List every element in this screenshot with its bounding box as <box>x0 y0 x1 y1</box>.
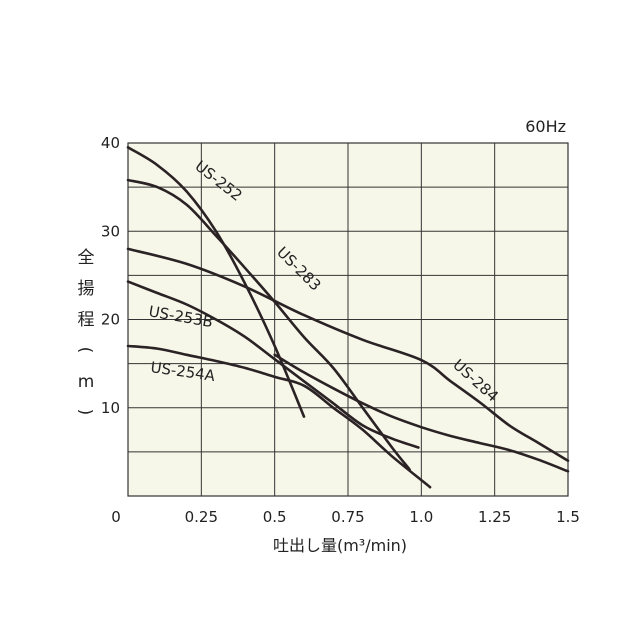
x-tick-label: 1.25 <box>478 508 511 526</box>
curve-us-252 <box>126 146 306 418</box>
y-axis-label-char: ) <box>75 409 95 416</box>
y-axis-label-char: 揚 <box>78 279 95 299</box>
x-tick-labels: 0 0.25 0.5 0.75 1.0 1.25 1.5 <box>111 508 580 526</box>
y-axis-label-char: 程 <box>78 310 95 330</box>
curve-unlabeled-5 <box>273 353 570 473</box>
curve-us-284 <box>126 247 570 462</box>
y-axis-label-char: 全 <box>78 248 95 268</box>
x-tick-label: 0 <box>111 508 121 526</box>
curve-us-253b <box>126 280 420 449</box>
y-tick-label: 30 <box>101 222 120 240</box>
y-axis-label-char: ( <box>75 347 95 354</box>
x-tick-label: 0.75 <box>331 508 364 526</box>
x-tick-label: 1.5 <box>556 508 580 526</box>
x-tick-label: 1.0 <box>409 508 433 526</box>
y-axis-label: 全揚程 ( m) <box>75 248 95 415</box>
y-tick-label: 10 <box>101 399 120 417</box>
y-axis-label-char: m <box>78 372 95 392</box>
x-axis-label: 吐出し量(m³/min) <box>273 536 407 555</box>
frequency-label: 60Hz <box>525 117 566 136</box>
y-tick-label: 20 <box>101 311 120 329</box>
x-tick-label: 0.5 <box>263 508 287 526</box>
curves <box>126 146 570 489</box>
y-tick-labels: 10 20 30 40 <box>101 134 120 417</box>
curve-us-254a <box>126 344 432 489</box>
grid-lines <box>128 143 568 496</box>
x-tick-label: 0.25 <box>185 508 218 526</box>
y-tick-label: 40 <box>101 134 120 152</box>
